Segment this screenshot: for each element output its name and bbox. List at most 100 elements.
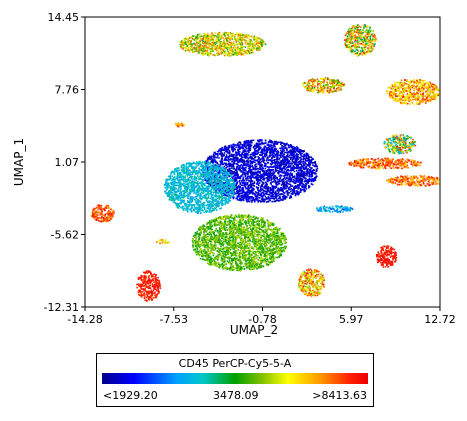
scatter-point (283, 238, 285, 241)
scatter-point (197, 170, 200, 173)
scatter-point (175, 196, 177, 198)
scatter-point (279, 196, 281, 199)
scatter-point (192, 167, 194, 170)
scatter-point (268, 172, 271, 174)
scatter-point (276, 166, 278, 169)
scatter-point (201, 225, 203, 228)
scatter-point (191, 185, 194, 187)
scatter-point (310, 170, 312, 173)
scatter-point (221, 161, 224, 164)
scatter-point (250, 197, 253, 199)
scatter-point (194, 162, 197, 165)
scatter-point (194, 167, 197, 170)
scatter-point (283, 172, 285, 174)
scatter-point (226, 151, 228, 153)
scatter-point (287, 193, 289, 195)
scatter-point (249, 197, 251, 200)
scatter-point (180, 186, 182, 188)
scatter-point (283, 192, 286, 194)
scatter-point (189, 198, 191, 200)
scatter-point (263, 179, 265, 181)
scatter-point (249, 262, 252, 265)
scatter-point (202, 184, 205, 186)
scatter-point (284, 144, 287, 146)
scatter-point (264, 155, 267, 158)
scatter-point (188, 180, 191, 183)
scatter-point (282, 167, 285, 170)
scatter-point (223, 149, 226, 152)
scatter-point (180, 166, 183, 169)
scatter-point (215, 195, 217, 198)
scatter-point (220, 175, 223, 178)
scatter-point (232, 166, 234, 168)
scatter-point (252, 139, 255, 142)
scatter-point (254, 235, 256, 238)
scatter-point (265, 152, 268, 154)
scatter-point (199, 188, 202, 190)
scatter-point (315, 177, 317, 179)
scatter-point (289, 153, 292, 155)
scatter-point (234, 250, 236, 253)
scatter-point (267, 188, 269, 190)
scatter-point (275, 143, 278, 145)
scatter-point (252, 196, 255, 199)
scatter-point (221, 191, 224, 194)
scatter-point (256, 195, 259, 198)
scatter-point (251, 220, 253, 223)
scatter-point (236, 163, 238, 166)
scatter-point (195, 166, 197, 168)
scatter-point (196, 184, 198, 187)
scatter-point (257, 171, 260, 173)
scatter-point (228, 186, 231, 188)
scatter-point (191, 204, 194, 207)
scatter-point (276, 158, 278, 160)
scatter-point (193, 192, 195, 194)
scatter-point (173, 173, 176, 176)
scatter-point (233, 158, 236, 161)
scatter-point (170, 190, 172, 193)
scatter-point (191, 198, 194, 201)
scatter-point (216, 156, 218, 159)
scatter-point (272, 166, 275, 168)
scatter-point (245, 199, 248, 201)
scatter-point (267, 242, 270, 245)
scatter-point (281, 152, 284, 155)
scatter-point (302, 166, 304, 169)
scatter-point (198, 195, 201, 197)
scatter-point (271, 174, 273, 177)
scatter-point (203, 174, 206, 176)
scatter-point (246, 144, 248, 147)
scatter-point (290, 174, 293, 176)
scatter-point (191, 200, 194, 203)
scatter-point (178, 192, 181, 195)
scatter-point (225, 200, 228, 203)
scatter-point (260, 189, 263, 191)
scatter-point (211, 205, 213, 208)
scatter-point (296, 146, 298, 148)
scatter-point (210, 182, 212, 184)
scatter-point (293, 157, 295, 159)
scatter-point (219, 196, 221, 198)
scatter-point (205, 179, 207, 182)
scatter-point (284, 196, 287, 198)
scatter-point (287, 144, 289, 146)
scatter-point (179, 173, 181, 176)
scatter-point (283, 181, 286, 184)
scatter-point (288, 146, 290, 149)
scatter-point (185, 178, 187, 181)
scatter-point (305, 167, 308, 170)
scatter-point (298, 192, 300, 195)
scatter-point (302, 162, 304, 165)
scatter-point (261, 152, 264, 154)
scatter-point (196, 248, 199, 251)
scatter-point (270, 166, 273, 168)
scatter-point (176, 184, 178, 187)
scatter-point (295, 178, 297, 180)
scatter-point (316, 175, 318, 178)
scatter-point (262, 170, 264, 173)
scatter-point (217, 164, 220, 167)
scatter-point (212, 184, 215, 187)
scatter-point (289, 164, 292, 166)
scatter-point (180, 196, 182, 199)
scatter-point (226, 186, 229, 189)
